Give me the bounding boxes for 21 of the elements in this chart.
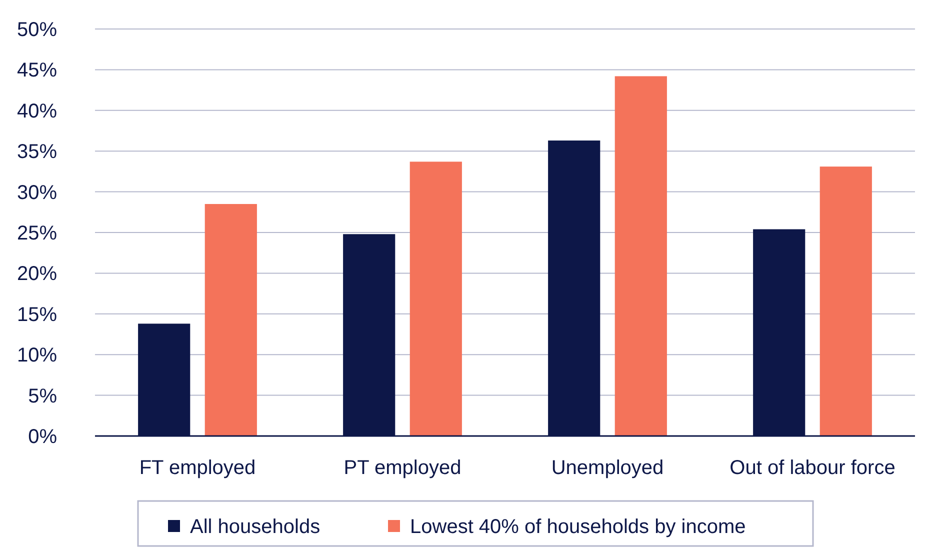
y-tick-label: 30% (16, 182, 58, 204)
x-tick-label: PT employed (344, 457, 462, 479)
x-tick-label: FT employed (139, 457, 256, 479)
y-tick-label: 10% (16, 344, 58, 367)
bar (614, 76, 667, 436)
bar (204, 204, 257, 436)
y-tick-label: 20% (16, 263, 58, 286)
y-tick-label: 0% (28, 426, 58, 448)
bar (410, 162, 462, 436)
y-tick-label: 40% (16, 100, 58, 122)
y-tick-label: 15% (16, 304, 58, 326)
legend-label: All households (190, 516, 320, 538)
y-tick-label: 50% (16, 19, 58, 41)
x-tick-label: Out of labour force (730, 457, 896, 479)
y-tick-label: 5% (28, 385, 58, 408)
x-tick-label: Unemployed (551, 457, 664, 479)
bar (820, 166, 872, 436)
y-tick-label: 25% (16, 222, 58, 244)
y-tick-label: 35% (16, 141, 58, 164)
legend-label: Lowest 40% of households by income (410, 516, 746, 538)
y-tick-label: 45% (16, 60, 58, 82)
